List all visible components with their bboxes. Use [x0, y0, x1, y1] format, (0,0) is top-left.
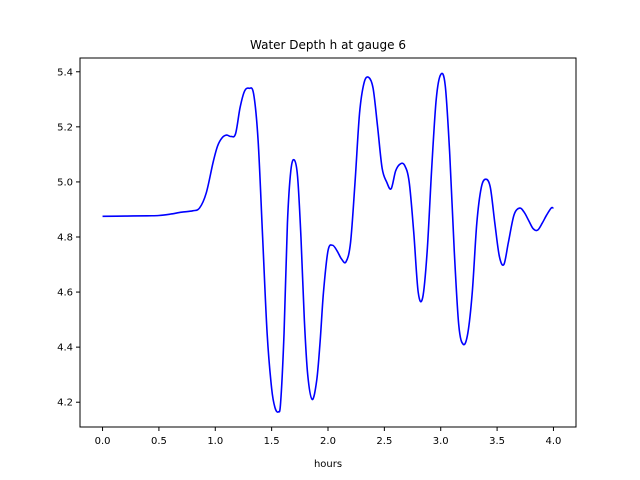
- y-tick-label: 4.6: [57, 288, 73, 299]
- y-tick-label: 5.4: [57, 67, 73, 78]
- series-line-0: [102, 72, 554, 413]
- x-tick-label: 0.5: [151, 436, 167, 447]
- chart-title: Water Depth h at gauge 6: [250, 38, 406, 52]
- x-tick-label: 1.0: [207, 436, 223, 447]
- x-tick-label: 2.5: [376, 436, 392, 447]
- x-tick-label: 2.0: [320, 436, 336, 447]
- y-axis-ticks: 4.2 4.4 4.6 4.8 5.0 5.2 5.4: [57, 67, 80, 409]
- y-tick-label: 5.2: [57, 122, 73, 133]
- y-tick-label: 5.0: [57, 177, 73, 188]
- x-tick-label: 1.5: [264, 436, 280, 447]
- x-tick-label: 3.0: [433, 436, 449, 447]
- x-tick-label: 4.0: [546, 436, 562, 447]
- plot-area: [102, 72, 554, 413]
- y-tick-label: 4.8: [57, 232, 73, 243]
- x-tick-label: 3.5: [489, 436, 505, 447]
- y-tick-label: 4.2: [57, 398, 73, 409]
- x-tick-label: 0.0: [95, 436, 111, 447]
- plot-frame: [79, 57, 577, 428]
- x-axis-label: hours: [314, 459, 342, 470]
- x-axis-ticks: 0.0 0.5 1.0 1.5 2.0 2.5 3.0 3.5 4.0: [95, 427, 562, 447]
- y-tick-label: 4.4: [57, 343, 73, 354]
